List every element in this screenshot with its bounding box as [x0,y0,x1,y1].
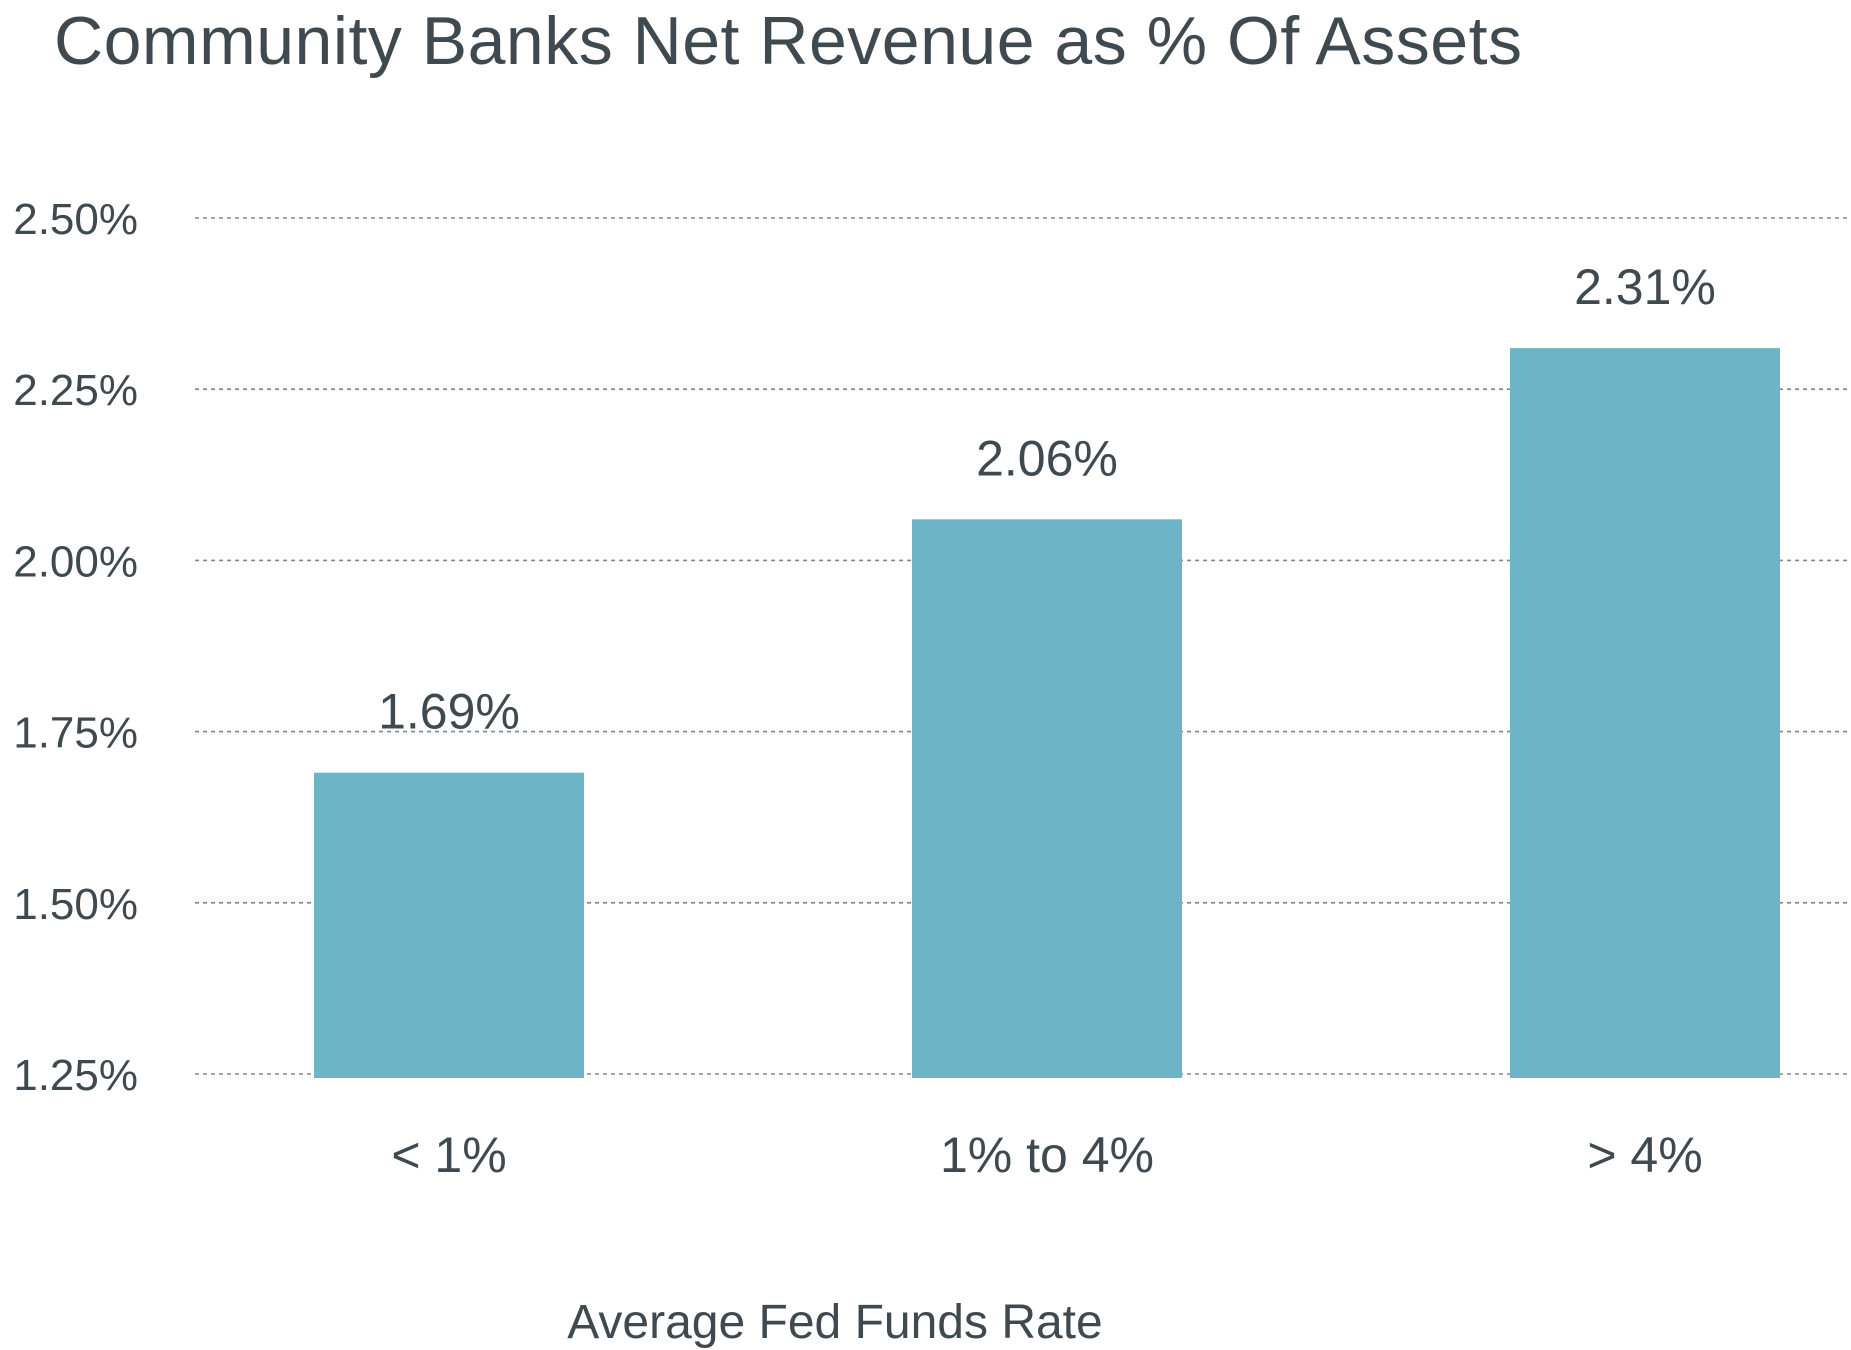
x-axis-label: Average Fed Funds Rate [567,1296,1102,1349]
y-tick-label: 1.50% [13,880,138,929]
chart-title: Community Banks Net Revenue as % Of Asse… [54,3,1523,79]
bar [1510,348,1780,1078]
x-tick-label: < 1% [391,1127,506,1183]
y-tick-label: 1.25% [13,1051,138,1100]
y-tick-label: 2.00% [13,537,138,586]
x-tick-label: > 4% [1587,1127,1702,1183]
y-tick-label: 2.25% [13,366,138,415]
bar [912,519,1182,1078]
x-axis-ticks: < 1% 1% to 4% > 4% [391,1127,1702,1183]
data-label: 2.31% [1574,259,1716,315]
x-tick-label: 1% to 4% [940,1127,1154,1183]
y-tick-label: 1.75% [13,709,138,758]
data-label: 1.69% [378,684,520,740]
y-tick-label: 2.50% [13,195,138,244]
bar [314,772,584,1078]
bars [314,348,1780,1078]
data-label: 2.06% [976,430,1118,486]
data-labels: 1.69% 2.06% 2.31% [378,259,1716,740]
y-axis-ticks: 1.25% 1.50% 1.75% 2.00% 2.25% 2.50% [13,195,138,1100]
